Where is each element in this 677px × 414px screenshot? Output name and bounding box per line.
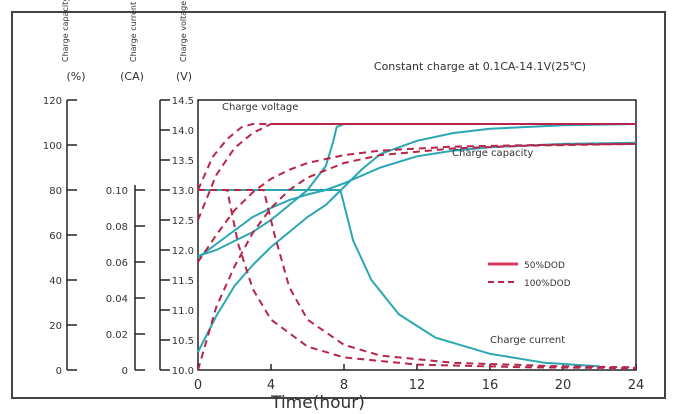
series-current-dashed-line [198,189,637,370]
legend: 50%DOD 100%DOD [488,261,571,289]
series-capacity-dashed-line [197,142,637,263]
current-axis-title: Charge current [129,2,138,62]
voltage-tick-label: 14.5 [172,96,194,107]
current-tick-label: 0.10 [106,186,128,197]
voltage-tick-label: 13.5 [172,156,194,167]
x-tick-label: 0 [194,378,202,393]
x-tick-label: 8 [340,378,348,393]
axis-ticks: 02040608010012000.020.040.060.080.1010.0… [43,96,644,393]
annotation-charge-capacity: Charge capacity [452,148,533,159]
voltage-tick-label: 10.0 [172,366,194,377]
annotation-charge-voltage: Charge voltage [222,102,298,113]
voltage-axis-unit: (V) [176,70,192,83]
series-current-solid-line [198,189,600,368]
capacity-tick-label: 0 [56,366,62,377]
voltage-tick-label: 10.5 [172,336,194,347]
series-capacity-solid-line [197,141,637,259]
voltage-axis-title: Charge voltage [179,1,188,62]
current-tick-label: 0.06 [106,258,128,269]
current-tick-label: 0.04 [106,294,128,305]
series-voltage-dashed-line [197,123,636,191]
capacity-tick-label: 100 [43,141,62,152]
current-axis-title-text: Charge current [129,2,138,62]
chart-frame [11,11,666,399]
current-axis-unit: (CA) [120,70,144,83]
x-tick-label: 4 [267,378,275,393]
legend-label-100dod: 100%DOD [524,279,571,289]
annotation-charge-current: Charge current [490,335,565,346]
capacity-tick-label: 60 [49,231,62,242]
voltage-tick-label: 13.0 [172,186,194,197]
voltage-tick-label: 11.0 [172,306,194,317]
voltage-axis-title-text: Charge voltage [179,1,188,62]
current-tick-label: 0.08 [106,222,128,233]
voltage-tick-label: 12.5 [172,216,194,227]
series-layer [197,123,637,371]
capacity-tick-label: 80 [49,186,62,197]
capacity-tick-label: 20 [49,321,62,332]
series-voltage-dashed-line [197,123,636,221]
x-tick-label: 12 [409,378,426,393]
current-tick-label: 0.02 [106,330,128,341]
x-tick-label: 20 [555,378,572,393]
series-capacity-dashed-line [197,142,637,371]
current-tick-label: 0 [122,366,128,377]
capacity-tick-label: 40 [49,276,62,287]
voltage-tick-label: 14.0 [172,126,194,137]
legend-label-50dod: 50%DOD [524,261,565,271]
voltage-tick-label: 12.0 [172,246,194,257]
capacity-axis-title: Charge capacity [61,0,70,62]
chart-title: Constant charge at 0.1CA-14.1V(25℃) [374,60,586,73]
capacity-tick-label: 120 [43,96,62,107]
x-tick-label: 16 [482,378,499,393]
series-current-dashed-line [198,189,637,369]
voltage-tick-label: 11.5 [172,276,194,287]
capacity-axis-title-text: Charge capacity [61,0,70,62]
x-axis-title: Time(hour) [270,393,365,410]
series-voltage-solid-line [197,123,637,353]
x-tick-label: 24 [628,378,645,393]
capacity-axis-unit: (%) [66,70,85,83]
